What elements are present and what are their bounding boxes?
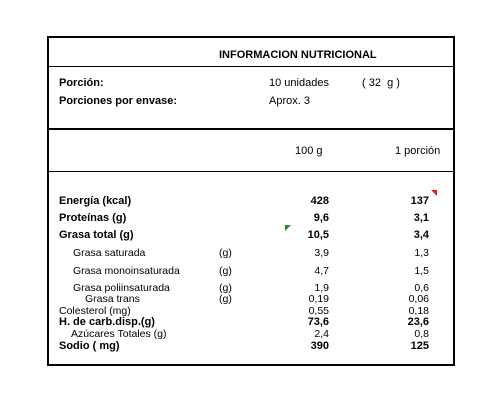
- column-header-per100: 100 g: [295, 145, 323, 157]
- value-per100: 0,55: [308, 305, 329, 317]
- divider-title: [49, 66, 453, 67]
- value-per-serving: 1,5: [414, 265, 429, 277]
- value-per-serving: 137: [410, 195, 429, 207]
- nutrient-name: Sodio ( mg): [59, 340, 120, 352]
- value-per100: 73,6: [307, 316, 329, 328]
- error-marker-icon: [285, 225, 291, 231]
- nutrient-name: Grasa trans: [85, 293, 140, 305]
- nutrient-name: Grasa monoinsaturada: [73, 265, 180, 277]
- value-per-serving: 0,8: [414, 328, 429, 340]
- value-per100: 2,4: [314, 328, 329, 340]
- value-per100: 1,9: [314, 282, 329, 294]
- nutrient-name: Grasa saturada: [73, 247, 146, 259]
- value-per-serving: 125: [410, 340, 429, 352]
- nutrient-name: Proteínas (g): [59, 212, 127, 224]
- serving-size-label: Porción:: [59, 77, 104, 89]
- panel-title: INFORMACION NUTRICIONAL: [219, 49, 377, 61]
- value-per100: 390: [310, 340, 329, 352]
- nutrient-name: Grasa poliinsaturada: [73, 282, 170, 294]
- divider-thick: [49, 128, 453, 130]
- value-per-serving: 23,6: [407, 316, 429, 328]
- value-per-serving: 1,3: [414, 247, 429, 259]
- serving-size-amount: 10 unidades: [269, 77, 329, 89]
- value-per-serving: 3,4: [413, 229, 429, 241]
- nutrient-name: H. de carb.disp.(g): [59, 316, 155, 328]
- value-per-serving: 3,1: [413, 212, 429, 224]
- value-per-serving: 0,18: [408, 305, 429, 317]
- nutrient-unit: (g): [219, 293, 232, 305]
- servings-per-container-label: Porciones por envase:: [59, 95, 177, 107]
- nutrient-name: Azúcares Totales (g): [71, 328, 167, 340]
- column-header-per-serving: 1 porción: [395, 145, 441, 157]
- comment-marker-icon: [431, 190, 437, 196]
- nutrient-unit: (g): [219, 265, 232, 277]
- serving-size-weight: ( 32 g ): [362, 77, 400, 89]
- value-per100: 4,7: [314, 265, 329, 277]
- nutrient-name: Colesterol (mg): [59, 305, 131, 317]
- value-per100: 428: [310, 195, 329, 207]
- value-per100: 10,5: [307, 229, 329, 241]
- nutrient-name: Energía (kcal): [59, 195, 132, 207]
- value-per-serving: 0,06: [408, 293, 429, 305]
- value-per100: 9,6: [313, 212, 329, 224]
- value-per100: 3,9: [314, 247, 329, 259]
- value-per-serving: 0,6: [414, 282, 429, 294]
- nutrient-name: Grasa total (g): [59, 229, 134, 241]
- value-per100: 0,19: [308, 293, 329, 305]
- nutrient-unit: (g): [219, 282, 232, 294]
- divider-columns: [49, 171, 453, 172]
- nutrient-unit: (g): [219, 247, 232, 259]
- servings-per-container-value: Aprox. 3: [269, 95, 310, 107]
- nutrition-facts-panel: INFORMACION NUTRICIONAL Porción: 10 unid…: [47, 36, 455, 366]
